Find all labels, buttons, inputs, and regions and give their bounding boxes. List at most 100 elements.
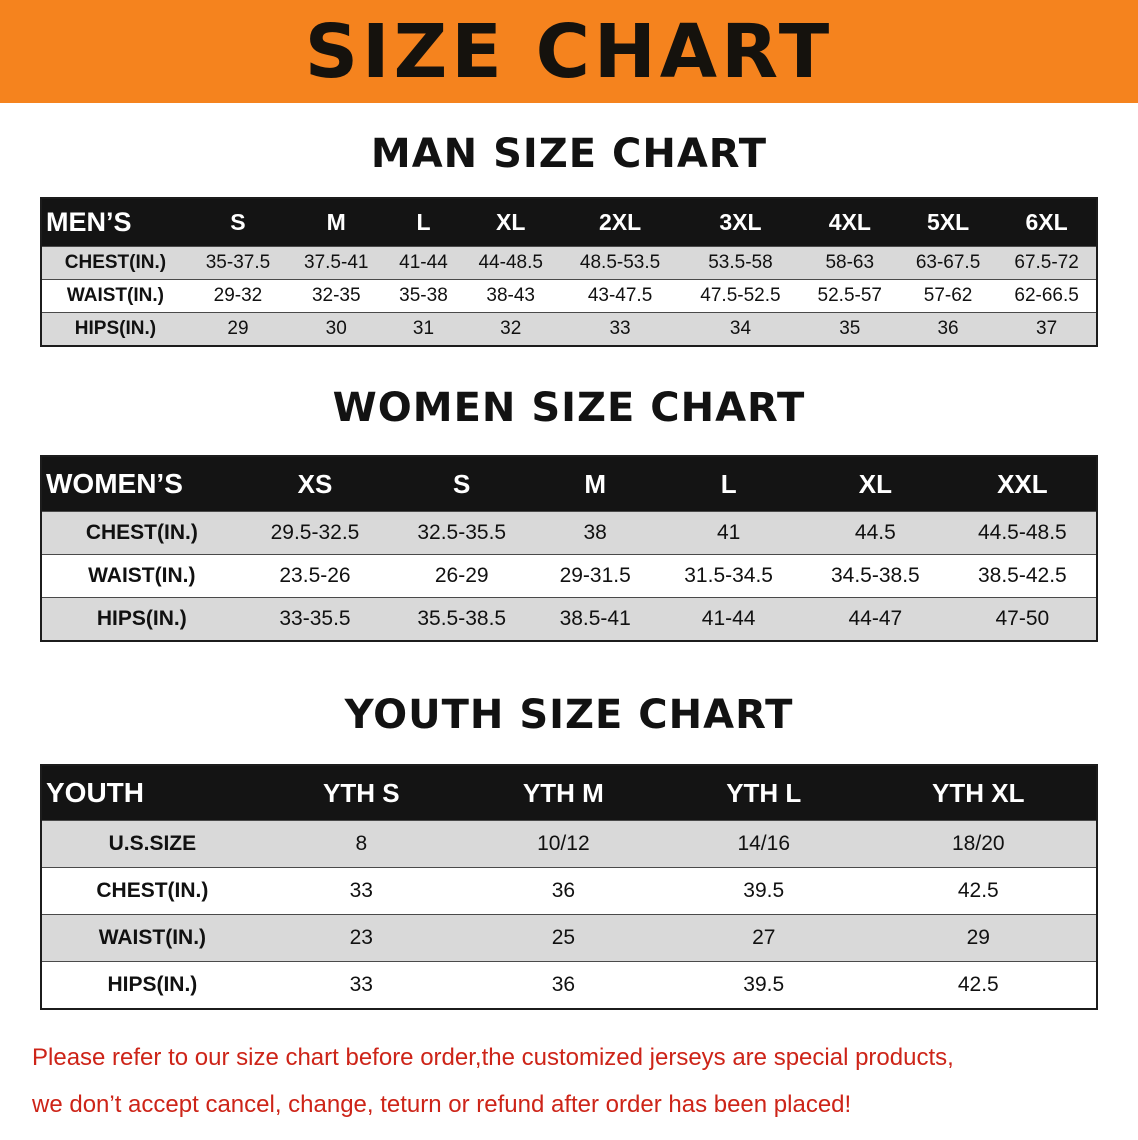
men-section-heading: MAN SIZE CHART	[370, 131, 768, 177]
order-notice: Please refer to our size chart before or…	[0, 1034, 1138, 1140]
size-value-cell: 34.5-38.5	[802, 554, 949, 598]
size-value-cell: 38.5-41	[535, 597, 656, 641]
size-value-cell: 53.5-58	[680, 246, 801, 280]
column-header: YTH M	[459, 765, 667, 821]
size-value-cell: 52.5-57	[800, 279, 899, 313]
size-value-cell: 44.5	[802, 511, 949, 555]
row-label: HIPS(IN.)	[41, 597, 242, 641]
size-value-cell: 29-31.5	[535, 554, 656, 598]
notice-line-2: we don’t accept cancel, change, teturn o…	[32, 1091, 852, 1118]
size-value-cell: 43-47.5	[559, 279, 681, 313]
notice-line-1: Please refer to our size chart before or…	[32, 1044, 954, 1071]
size-value-cell: 38.5-42.5	[948, 554, 1097, 598]
size-value-cell: 41-44	[385, 246, 462, 280]
column-header: YTH XL	[860, 765, 1097, 821]
size-value-cell: 41	[655, 511, 802, 555]
table-row: WAIST(IN.) 23 25 27 29	[41, 914, 1097, 962]
size-chart-banner: SIZE CHART	[0, 0, 1138, 103]
row-label: WAIST(IN.)	[41, 554, 242, 598]
table-row: U.S.SIZE 8 10/12 14/16 18/20	[41, 820, 1097, 868]
column-header: 6XL	[997, 198, 1097, 247]
size-value-cell: 38-43	[461, 279, 560, 313]
youth-size-table: YOUTH YTH S YTH M YTH L YTH XL U.S.SIZE 8 10/12…	[40, 764, 1098, 1010]
size-value-cell: 44-48.5	[461, 246, 560, 280]
size-value-cell: 31	[385, 312, 462, 346]
column-header: M	[535, 456, 656, 512]
size-value-cell: 42.5	[860, 867, 1097, 915]
size-value-cell: 32-35	[287, 279, 386, 313]
size-value-cell: 48.5-53.5	[559, 246, 681, 280]
size-value-cell: 36	[459, 961, 667, 1009]
row-label: HIPS(IN.)	[41, 961, 263, 1009]
size-value-cell: 57-62	[898, 279, 998, 313]
size-value-cell: 41-44	[655, 597, 802, 641]
size-value-cell: 30	[287, 312, 386, 346]
header-row: YOUTH YTH S YTH M YTH L YTH XL	[41, 765, 1097, 821]
column-header: L	[655, 456, 802, 512]
size-value-cell: 39.5	[666, 867, 861, 915]
size-value-cell: 25	[459, 914, 667, 962]
size-value-cell: 23.5-26	[241, 554, 389, 598]
women-size-table: WOMEN’S XS S M L XL XXL CHEST(IN.) 29.5-32.5 32.5…	[40, 455, 1098, 642]
table-row: HIPS(IN.) 33-35.5 35.5-38.5 38.5-41 41-44 44-…	[41, 597, 1097, 641]
column-header: YTH L	[666, 765, 861, 821]
column-header: XS	[241, 456, 389, 512]
table-row: CHEST(IN.) 35-37.5 37.5-41 41-44 44-48.5 48.5…	[41, 246, 1097, 280]
size-value-cell: 63-67.5	[898, 246, 998, 280]
size-value-cell: 42.5	[860, 961, 1097, 1009]
size-value-cell: 33	[559, 312, 681, 346]
size-value-cell: 31.5-34.5	[655, 554, 802, 598]
row-label: HIPS(IN.)	[41, 312, 189, 346]
size-value-cell: 35	[800, 312, 899, 346]
column-header: S	[388, 456, 536, 512]
size-value-cell: 29	[860, 914, 1097, 962]
row-label: CHEST(IN.)	[41, 511, 242, 555]
size-value-cell: 27	[666, 914, 861, 962]
size-value-cell: 39.5	[666, 961, 861, 1009]
page-title: SIZE CHART	[304, 8, 834, 95]
column-header: 5XL	[898, 198, 998, 247]
size-value-cell: 33	[262, 867, 460, 915]
header-row: MEN’S S M L XL 2XL 3XL 4XL 5XL 6XL	[41, 198, 1097, 247]
size-value-cell: 33-35.5	[241, 597, 389, 641]
size-value-cell: 37	[997, 312, 1097, 346]
women-section-heading: WOMEN SIZE CHART	[332, 385, 806, 431]
women-size-chart-section: WOMEN SIZE CHART WOMEN’S XS S M L XL XXL CHEST(I…	[0, 347, 1138, 642]
column-header: M	[287, 198, 386, 247]
size-value-cell: 29	[188, 312, 288, 346]
size-value-cell: 8	[262, 820, 460, 868]
row-label: U.S.SIZE	[41, 820, 263, 868]
header-row: WOMEN’S XS S M L XL XXL	[41, 456, 1097, 512]
size-value-cell: 32	[461, 312, 560, 346]
table-row: WAIST(IN.) 29-32 32-35 35-38 38-43 43-47.5 47.…	[41, 279, 1097, 313]
table-row: WAIST(IN.) 23.5-26 26-29 29-31.5 31.5-34.5 34…	[41, 554, 1097, 598]
row-label: CHEST(IN.)	[41, 867, 263, 915]
table-title-cell: MEN’S	[41, 198, 189, 247]
size-value-cell: 10/12	[459, 820, 667, 868]
size-value-cell: 47.5-52.5	[680, 279, 801, 313]
size-value-cell: 35-38	[385, 279, 462, 313]
size-value-cell: 33	[262, 961, 460, 1009]
size-value-cell: 32.5-35.5	[388, 511, 536, 555]
men-size-chart-section: MAN SIZE CHART MEN’S S M L XL 2XL 3XL 4XL 5XL 6XL C…	[0, 103, 1138, 347]
column-header: L	[385, 198, 462, 247]
size-value-cell: 38	[535, 511, 656, 555]
row-label: WAIST(IN.)	[41, 279, 189, 313]
column-header: S	[188, 198, 288, 247]
size-value-cell: 44-47	[802, 597, 949, 641]
size-value-cell: 62-66.5	[997, 279, 1097, 313]
size-value-cell: 29.5-32.5	[241, 511, 389, 555]
column-header: 4XL	[800, 198, 899, 247]
column-header: XL	[802, 456, 949, 512]
size-value-cell: 29-32	[188, 279, 288, 313]
size-value-cell: 36	[459, 867, 667, 915]
table-title-cell: WOMEN’S	[41, 456, 242, 512]
size-value-cell: 34	[680, 312, 801, 346]
size-value-cell: 47-50	[948, 597, 1097, 641]
column-header: XL	[461, 198, 560, 247]
size-value-cell: 35-37.5	[188, 246, 288, 280]
size-value-cell: 67.5-72	[997, 246, 1097, 280]
table-row: HIPS(IN.) 29 30 31 32 33 34 35 36 37	[41, 312, 1097, 346]
table-row: CHEST(IN.) 29.5-32.5 32.5-35.5 38 41 44.5 44.5…	[41, 511, 1097, 555]
column-header: 2XL	[559, 198, 681, 247]
